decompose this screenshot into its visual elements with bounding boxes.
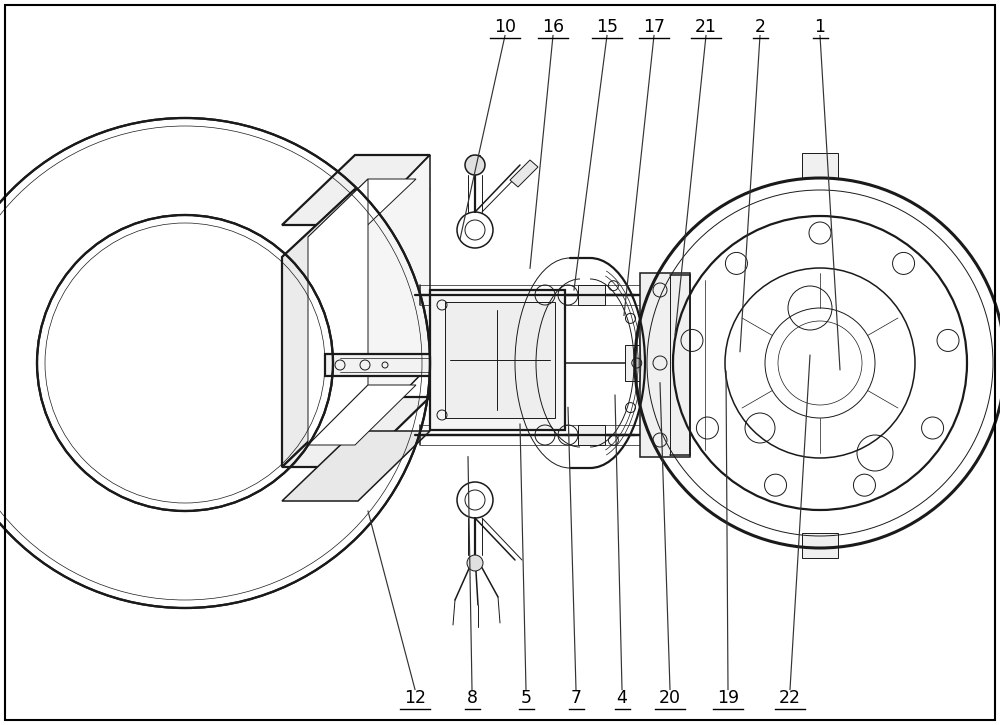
Polygon shape: [282, 431, 430, 501]
Polygon shape: [430, 290, 565, 430]
Text: 21: 21: [695, 18, 717, 36]
Polygon shape: [802, 153, 838, 178]
Polygon shape: [510, 160, 538, 187]
Polygon shape: [282, 155, 430, 225]
Text: 12: 12: [404, 689, 426, 707]
Polygon shape: [308, 385, 416, 445]
Text: 1: 1: [814, 18, 826, 36]
Polygon shape: [802, 533, 838, 558]
Text: 8: 8: [466, 689, 478, 707]
Text: 15: 15: [596, 18, 618, 36]
Polygon shape: [445, 302, 555, 418]
Polygon shape: [362, 155, 430, 435]
Polygon shape: [578, 285, 605, 305]
Text: 10: 10: [494, 18, 516, 36]
Circle shape: [467, 555, 483, 571]
Polygon shape: [325, 354, 555, 376]
Polygon shape: [308, 179, 368, 445]
Text: 22: 22: [779, 689, 801, 707]
Text: 16: 16: [542, 18, 564, 36]
Polygon shape: [282, 189, 430, 257]
Polygon shape: [282, 397, 430, 467]
Polygon shape: [625, 345, 650, 381]
Text: 4: 4: [617, 689, 627, 707]
Polygon shape: [308, 179, 416, 237]
Circle shape: [465, 155, 485, 175]
Polygon shape: [282, 189, 355, 467]
Text: 19: 19: [717, 689, 739, 707]
Text: 17: 17: [643, 18, 665, 36]
Text: 2: 2: [755, 18, 766, 36]
Polygon shape: [640, 273, 690, 457]
Text: 7: 7: [570, 689, 582, 707]
Text: 5: 5: [520, 689, 532, 707]
Polygon shape: [578, 425, 605, 445]
Text: 20: 20: [659, 689, 681, 707]
